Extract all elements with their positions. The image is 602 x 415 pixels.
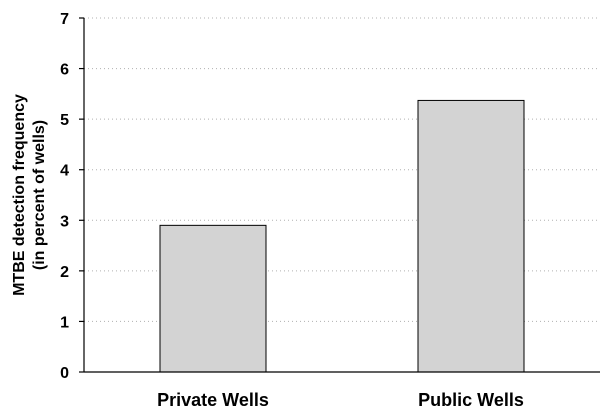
bar-public-wells [417,99,525,373]
y-tick-labels: 0 1 2 3 4 5 6 7 [60,11,84,382]
y-tick-label-7: 7 [60,11,69,28]
y-tick-label-0: 0 [60,365,69,382]
y-tick-label-5: 5 [60,112,69,129]
x-category-label-private-wells: Private Wells [157,390,269,410]
y-axis-label-line2: (in percent of wells) [31,120,48,270]
y-tick-label-1: 1 [60,314,69,331]
x-category-labels: Private Wells Public Wells [157,390,524,410]
bars [159,99,525,373]
y-tick-label-4: 4 [60,163,69,180]
y-tick-label-6: 6 [60,62,69,79]
y-tick-label-3: 3 [60,213,69,230]
y-tick-label-2: 2 [60,264,69,281]
y-axis-label-line1: MTBE detection frequency [11,94,28,296]
x-category-label-public-wells: Public Wells [418,390,524,410]
bar-private-wells [159,224,267,373]
